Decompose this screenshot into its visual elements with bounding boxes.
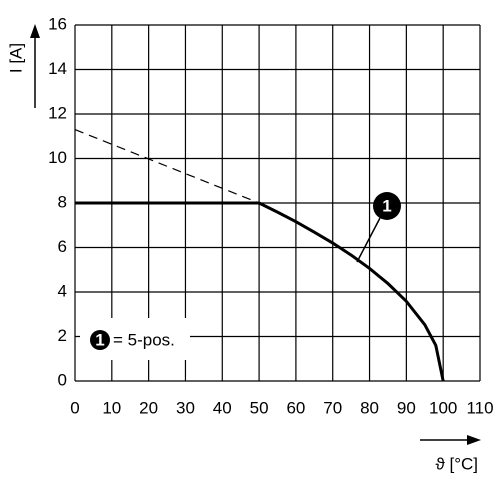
annotation-leader: [356, 217, 381, 263]
x-tick-label: 0: [70, 398, 79, 417]
y-tick-label: 14: [48, 59, 67, 78]
annotation-label: 1: [382, 196, 391, 215]
y-tick-label: 10: [48, 148, 67, 167]
x-tick-label: 40: [213, 398, 232, 417]
x-tick-label: 60: [286, 398, 305, 417]
y-axis-label: I [A]: [6, 43, 25, 73]
x-tick-label: 110: [466, 398, 493, 417]
x-tick-label: 20: [139, 398, 158, 417]
y-tick-label: 8: [58, 192, 67, 211]
x-tick-label: 100: [429, 398, 457, 417]
x-tick-label: 50: [250, 398, 269, 417]
y-tick-label: 6: [58, 237, 67, 256]
x-tick-label: 90: [397, 398, 416, 417]
legend-text: = 5-pos.: [113, 330, 175, 349]
legend-marker: [90, 330, 110, 350]
line-series: [74, 129, 260, 204]
x-arrow-head: [467, 435, 481, 445]
y-tick-label: 4: [58, 281, 67, 300]
annotation-marker: [373, 192, 401, 220]
legend-marker-label: 1: [95, 330, 104, 349]
x-tick-label: 30: [176, 398, 195, 417]
y-tick-label: 0: [58, 370, 67, 389]
line-series: [75, 201, 445, 382]
x-tick-label: 80: [360, 398, 379, 417]
x-tick-label: 10: [102, 398, 121, 417]
y-tick-label: 2: [58, 326, 67, 345]
y-arrow-head: [30, 24, 40, 38]
x-axis-label: ϑ [°C]: [435, 454, 478, 473]
x-tick-label: 70: [323, 398, 342, 417]
y-tick-label: 16: [48, 14, 67, 33]
y-tick-label: 12: [48, 103, 67, 122]
